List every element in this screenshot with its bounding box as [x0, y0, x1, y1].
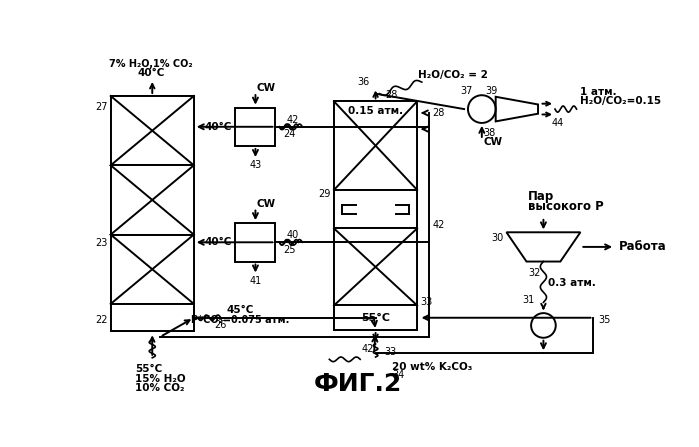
Text: H₂O/CO₂=0.15: H₂O/CO₂=0.15 [580, 97, 661, 106]
Text: 20 wt% K₂CO₃: 20 wt% K₂CO₃ [392, 362, 473, 372]
Text: 38: 38 [484, 128, 496, 138]
Text: 40°C: 40°C [137, 68, 164, 78]
Text: 31: 31 [522, 295, 534, 305]
Text: Работа: Работа [619, 240, 667, 253]
Text: Пар: Пар [528, 190, 554, 202]
Text: 35: 35 [598, 315, 610, 325]
Text: 43: 43 [250, 160, 261, 170]
Text: 23: 23 [95, 238, 108, 249]
Text: 28: 28 [432, 108, 444, 118]
Text: 42: 42 [286, 115, 298, 125]
Text: 25: 25 [283, 245, 296, 255]
Text: 0.15 атм.: 0.15 атм. [348, 106, 403, 116]
Text: 44: 44 [552, 118, 564, 128]
Text: 1 атм.: 1 атм. [580, 87, 617, 97]
Text: P*СО₂=0.075 атм.: P*СО₂=0.075 атм. [191, 315, 289, 325]
Text: 40: 40 [287, 230, 298, 240]
Text: 30: 30 [491, 233, 503, 244]
Text: CW: CW [484, 137, 503, 147]
Text: 42: 42 [433, 219, 445, 230]
Text: ФИГ.2: ФИГ.2 [314, 372, 402, 396]
Text: 27: 27 [95, 102, 108, 112]
Text: 22: 22 [95, 315, 108, 325]
Text: 33: 33 [385, 346, 397, 357]
Bar [334, 190, 417, 228]
Bar [110, 96, 194, 331]
Bar [110, 96, 194, 165]
Text: 15% H₂O: 15% H₂O [136, 374, 186, 384]
Bar [334, 101, 417, 330]
Text: 42: 42 [361, 344, 374, 354]
Text: 40°C: 40°C [204, 237, 231, 247]
Text: 32: 32 [528, 268, 540, 278]
Text: H₂O/CO₂ = 2: H₂O/CO₂ = 2 [418, 70, 488, 80]
Bar [110, 235, 194, 304]
Text: 26: 26 [215, 320, 227, 330]
Text: 34: 34 [393, 370, 405, 380]
Text: 28: 28 [385, 90, 397, 100]
Bar [110, 165, 194, 235]
Text: 7% H₂O,1% CO₂: 7% H₂O,1% CO₂ [109, 59, 192, 69]
Text: 39: 39 [486, 86, 498, 97]
Text: 10% CO₂: 10% CO₂ [136, 383, 185, 393]
Text: CW: CW [257, 199, 276, 209]
Bar [236, 223, 275, 261]
Text: 55°C: 55°C [136, 364, 163, 374]
Text: 24: 24 [283, 130, 296, 139]
Text: 45°C: 45°C [226, 305, 254, 315]
Text: 41: 41 [250, 276, 261, 286]
Text: 55°C: 55°C [361, 313, 390, 323]
Bar [334, 228, 417, 305]
Text: 33: 33 [420, 296, 433, 307]
Text: CW: CW [257, 83, 276, 93]
Text: 36: 36 [357, 77, 369, 87]
Text: 37: 37 [460, 86, 473, 97]
Text: высокого Р: высокого Р [528, 200, 604, 213]
Bar [334, 305, 417, 330]
Bar [334, 101, 417, 190]
Text: 0.3 атм.: 0.3 атм. [548, 278, 596, 288]
Bar [236, 108, 275, 146]
Text: 40°C: 40°C [204, 122, 231, 132]
Text: 29: 29 [319, 189, 331, 199]
Bar [110, 304, 194, 331]
